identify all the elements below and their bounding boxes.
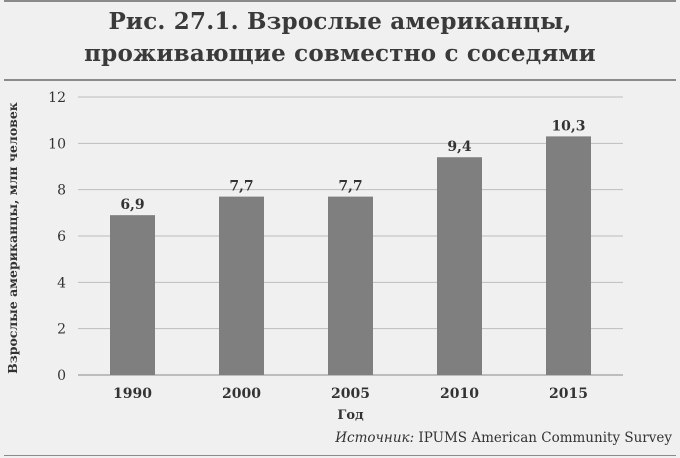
y-tick-label: 2 — [57, 322, 66, 338]
value-label-2015: 10,3 — [551, 118, 585, 134]
x-tick-label-2010: 2010 — [440, 386, 479, 402]
chart-title: Рис. 27.1. Взрослые американцы, проживаю… — [0, 6, 680, 70]
value-label-2005: 7,7 — [338, 179, 362, 195]
y-axis-label: Взрослые американцы, млн человек — [5, 102, 20, 374]
bars — [110, 136, 591, 375]
source-label: Источник: — [335, 430, 415, 446]
y-tick-label: 10 — [48, 136, 66, 152]
bar-2010 — [437, 157, 482, 375]
bar-chart: 0 2 4 6 8 10 12 6,9 7,7 7,7 9,4 10,3 1990 2000 2005 2… — [5, 90, 623, 423]
value-label-2000: 7,7 — [229, 179, 253, 195]
bar-2005 — [328, 196, 373, 375]
y-tick-label: 0 — [57, 368, 66, 384]
source-note: Источник: IPUMS American Community Surve… — [335, 430, 672, 446]
x-tick-label-2015: 2015 — [549, 386, 588, 402]
chart-title-line-2: проживающие совместно с соседями — [84, 40, 596, 67]
y-tick-label: 4 — [57, 275, 66, 291]
y-tick-label: 8 — [57, 183, 66, 199]
x-tick-label-2005: 2005 — [331, 386, 370, 402]
y-tick-label: 6 — [57, 229, 66, 245]
x-tick-labels: 1990 2000 2005 2010 2015 — [113, 386, 588, 402]
x-tick-label-1990: 1990 — [113, 386, 152, 402]
value-label-1990: 6,9 — [120, 197, 144, 213]
top-rule — [4, 0, 676, 2]
bar-1990 — [110, 215, 155, 375]
chart-title-line-1: Рис. 27.1. Взрослые американцы, — [108, 8, 572, 35]
bar-2000 — [219, 196, 264, 375]
bottom-rule — [4, 455, 676, 456]
value-labels: 6,9 7,7 7,7 9,4 10,3 — [120, 118, 585, 213]
title-rule — [4, 79, 676, 81]
y-tick-label: 12 — [48, 90, 66, 106]
source-text: IPUMS American Community Survey — [418, 430, 672, 446]
x-axis-label: Год — [337, 408, 364, 423]
x-tick-label-2000: 2000 — [222, 386, 261, 402]
y-tick-labels: 0 2 4 6 8 10 12 — [48, 90, 66, 384]
bar-2015 — [546, 136, 591, 375]
value-label-2010: 9,4 — [447, 139, 472, 155]
